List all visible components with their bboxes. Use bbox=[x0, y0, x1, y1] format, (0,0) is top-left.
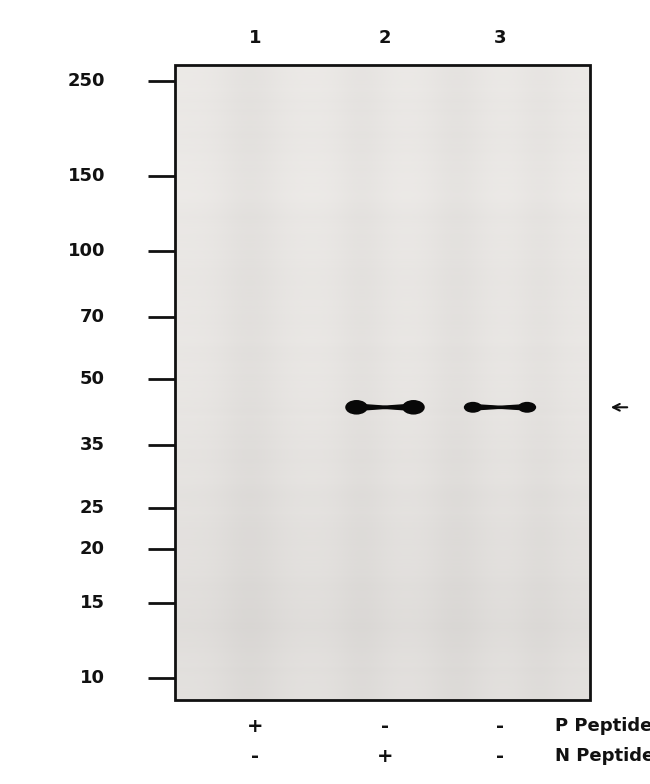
Text: 3: 3 bbox=[494, 29, 506, 47]
Text: -: - bbox=[496, 717, 504, 735]
Text: +: + bbox=[247, 717, 263, 735]
Text: +: + bbox=[377, 746, 393, 765]
Text: 25: 25 bbox=[80, 499, 105, 517]
Text: N Peptide: N Peptide bbox=[555, 747, 650, 765]
Text: P Peptide: P Peptide bbox=[555, 717, 650, 735]
Text: 10: 10 bbox=[80, 669, 105, 687]
Text: 15: 15 bbox=[80, 593, 105, 612]
Ellipse shape bbox=[402, 400, 424, 415]
Text: -: - bbox=[251, 746, 259, 765]
Text: 250: 250 bbox=[68, 72, 105, 90]
Text: 2: 2 bbox=[379, 29, 391, 47]
Text: 150: 150 bbox=[68, 167, 105, 184]
Ellipse shape bbox=[518, 402, 536, 412]
Ellipse shape bbox=[345, 400, 368, 415]
Text: 100: 100 bbox=[68, 241, 105, 260]
Polygon shape bbox=[363, 405, 407, 410]
Text: 1: 1 bbox=[249, 29, 261, 47]
Bar bbox=[175, 65, 590, 700]
Polygon shape bbox=[478, 405, 521, 409]
Ellipse shape bbox=[464, 402, 482, 412]
Text: 20: 20 bbox=[80, 540, 105, 558]
Text: -: - bbox=[496, 746, 504, 765]
Text: 50: 50 bbox=[80, 370, 105, 388]
Text: 35: 35 bbox=[80, 437, 105, 455]
Text: -: - bbox=[381, 717, 389, 735]
Text: 70: 70 bbox=[80, 308, 105, 326]
